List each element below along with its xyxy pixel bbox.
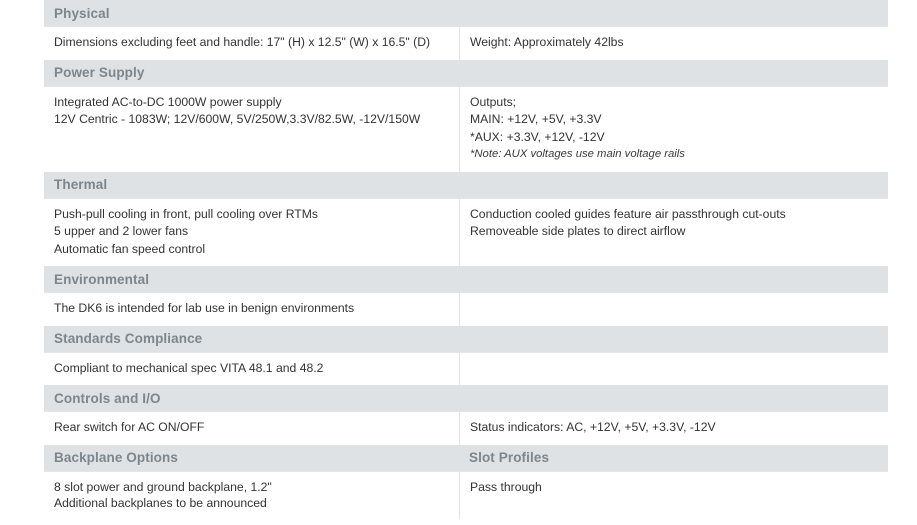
spec-line: Push-pull cooling in front, pull cooling… — [54, 206, 318, 221]
spec-cell-left: Rear switch for AC ON/OFF — [44, 412, 459, 445]
spec-line: *AUX: +3.3V, +12V, -12V — [470, 129, 605, 144]
section-header-left: Backplane Options — [54, 450, 178, 465]
spec-cell-right: Conduction cooled guides feature air pas… — [459, 198, 888, 266]
spec-cell-right — [459, 293, 888, 326]
spec-section: Backplane Options Slot Profiles 8 slot pow… — [44, 444, 888, 519]
section-body-row: Compliant to mechanical spec VITA 48.1 a… — [44, 351, 888, 386]
spec-section: Environmental The DK6 is intended for lab… — [44, 266, 888, 326]
spec-line: Rear switch for AC ON/OFF — [54, 420, 205, 434]
section-header-left: Thermal — [54, 177, 108, 192]
spec-line: 8 slot power and ground backplane, 1.2" — [54, 479, 272, 494]
section-header-left: Power Supply — [54, 65, 145, 80]
specification-table: Physical Dimensions excluding feet and ha… — [44, 0, 888, 519]
spec-cell-right: Pass through — [459, 471, 888, 519]
spec-line: 5 upper and 2 lower fans — [54, 224, 189, 238]
section-header-row: Thermal — [44, 171, 888, 198]
spec-cell-left: Dimensions excluding feet and handle: 17… — [44, 27, 459, 60]
spec-line: The DK6 is intended for lab use in benig… — [54, 301, 355, 315]
spec-cell-left: The DK6 is intended for lab use in benig… — [44, 293, 459, 326]
spec-section: Standards Compliance Compliant to mechani… — [44, 325, 888, 386]
section-header-row: Backplane Options Slot Profiles — [44, 444, 888, 471]
spec-cell-left: 8 slot power and ground backplane, 1.2" A… — [44, 472, 459, 519]
spec-line: Automatic fan speed control — [54, 241, 206, 256]
section-body-row: Rear switch for AC ON/OFF Status indicato… — [44, 411, 888, 445]
spec-section: Physical Dimensions excluding feet and ha… — [44, 0, 888, 60]
section-body-row: Dimensions excluding feet and handle: 17… — [44, 26, 888, 60]
section-body-row: The DK6 is intended for lab use in benig… — [44, 292, 888, 326]
spec-cell-left: Push-pull cooling in front, pull cooling… — [44, 199, 459, 267]
spec-cell-right — [459, 352, 888, 385]
spec-line: MAIN: +12V, +5V, +3.3V — [470, 112, 602, 126]
section-header-left: Controls and I/O — [54, 390, 161, 406]
spec-line: Additional backplanes to be announced — [54, 495, 267, 510]
section-header-row: Standards Compliance — [44, 325, 888, 352]
spec-cell-right: Status indicators: AC, +12V, +5V, +3.3V,… — [459, 412, 888, 445]
section-header-left: Environmental — [54, 271, 150, 287]
spec-cell-left: Integrated AC-to-DC 1000W power supply 12… — [44, 87, 459, 172]
spec-line: Conduction cooled guides feature air pas… — [470, 206, 786, 221]
spec-section: Thermal Push-pull cooling in front, pull … — [44, 171, 888, 267]
spec-cell-right: Weight: Approximately 42lbs — [459, 27, 888, 60]
section-header-left: Standards Compliance — [54, 331, 203, 346]
spec-line: Weight: Approximately 42lbs — [470, 35, 624, 49]
section-header-left: Physical — [54, 5, 110, 21]
spec-section: Controls and I/O Rear switch for AC ON/OF… — [44, 385, 888, 445]
section-header-row: Environmental — [44, 266, 888, 292]
section-body-row: Integrated AC-to-DC 1000W power supply 12… — [44, 85, 888, 172]
spec-cell-left: Compliant to mechanical spec VITA 48.1 a… — [44, 353, 459, 386]
spec-cell-right: Outputs; MAIN: +12V, +5V, +3.3V *AUX: +3.3… — [459, 86, 888, 172]
spec-line: Compliant to mechanical spec VITA 48.1 a… — [54, 360, 324, 375]
spec-line: Integrated AC-to-DC 1000W power supply — [54, 94, 282, 109]
spec-line: Status indicators: AC, +12V, +5V, +3.3V,… — [470, 420, 716, 434]
spec-line: 12V Centric - 1083W; 12V/600W, 5V/250W,3… — [54, 112, 421, 126]
spec-line: Pass through — [470, 479, 542, 494]
spec-line: Removeable side plates to direct airflow — [470, 224, 686, 238]
spec-line: Dimensions excluding feet and handle: 17… — [54, 35, 431, 49]
section-header-row: Controls and I/O — [44, 385, 888, 411]
section-body-row: Push-pull cooling in front, pull cooling… — [44, 197, 888, 267]
spec-line: Outputs; — [470, 94, 517, 109]
section-header-right: Slot Profiles — [469, 450, 550, 465]
section-header-row: Power Supply — [44, 59, 888, 86]
section-header-row: Physical — [44, 0, 888, 26]
section-body-row: 8 slot power and ground backplane, 1.2" A… — [44, 470, 888, 519]
spec-section: Power Supply Integrated AC-to-DC 1000W po… — [44, 59, 888, 172]
spec-line: *Note: AUX voltages use main voltage rai… — [470, 148, 685, 160]
